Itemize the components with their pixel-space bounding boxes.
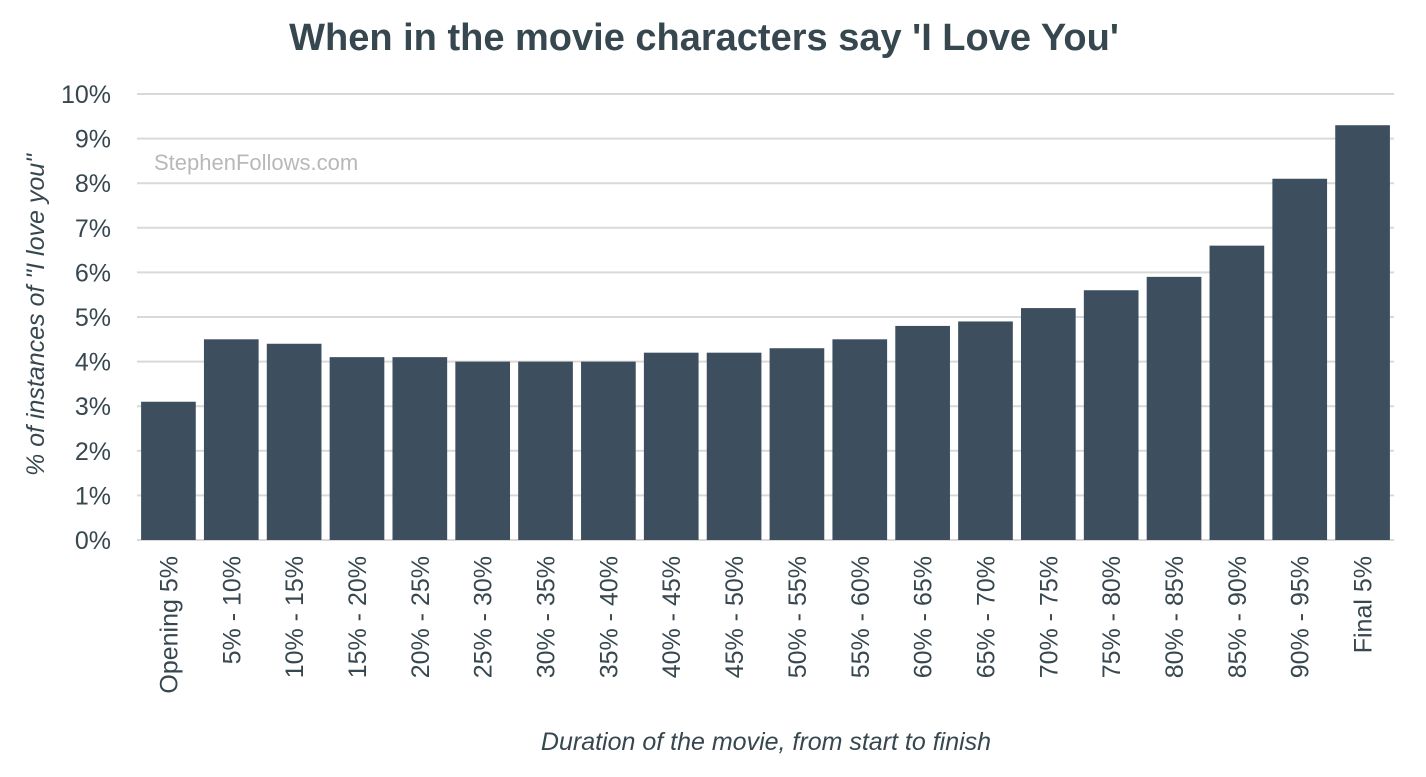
bar xyxy=(329,357,385,540)
x-tick-label: 80% - 85% xyxy=(1161,556,1189,678)
y-tick-label: 5% xyxy=(75,304,111,332)
x-tick-label: 25% - 30% xyxy=(470,556,498,678)
y-axis-ticks: 0% 1% 2% 3% 4% 5% 6% 7% 8% 9% 10% xyxy=(61,81,111,555)
x-tick-label: 30% - 35% xyxy=(533,556,561,678)
x-axis-ticks: Opening 5% 5% - 10% 10% - 15% 15% - 20% 20% … xyxy=(155,556,1377,694)
bar xyxy=(141,401,196,540)
y-axis-title: % of instances of "I love you" xyxy=(22,153,50,476)
bar xyxy=(455,361,511,540)
bar xyxy=(392,357,448,540)
y-tick-label: 2% xyxy=(75,438,111,466)
y-tick-label: 3% xyxy=(75,393,111,421)
x-tick-label: 85% - 90% xyxy=(1224,556,1252,678)
x-tick-label: 65% - 70% xyxy=(972,556,1000,678)
bar xyxy=(958,321,1013,540)
x-tick-label: 10% - 15% xyxy=(281,556,309,678)
x-tick-label: 55% - 60% xyxy=(847,556,875,678)
y-tick-label: 0% xyxy=(75,527,111,555)
x-tick-label: 60% - 65% xyxy=(910,556,938,678)
bar xyxy=(1020,308,1076,540)
y-tick-label: 6% xyxy=(75,259,111,287)
bar xyxy=(1083,290,1139,540)
x-tick-label: 45% - 50% xyxy=(721,556,749,678)
bar xyxy=(895,325,950,540)
x-tick-label: 70% - 75% xyxy=(1035,556,1063,678)
x-tick-label: 35% - 40% xyxy=(595,556,623,678)
y-tick-label: 4% xyxy=(75,349,111,377)
bar xyxy=(769,348,825,540)
y-tick-label: 8% xyxy=(75,170,111,198)
bar xyxy=(266,343,322,540)
x-tick-label: 50% - 55% xyxy=(784,556,812,678)
watermark-text: StephenFollows.com xyxy=(154,150,358,175)
bar xyxy=(581,361,636,540)
x-tick-label: 15% - 20% xyxy=(344,556,372,678)
x-tick-label: 20% - 25% xyxy=(407,556,435,678)
x-axis-title: Duration of the movie, from start to fin… xyxy=(541,728,991,756)
x-tick-label: 75% - 80% xyxy=(1098,556,1126,678)
bar xyxy=(203,339,259,540)
x-tick-label: Opening 5% xyxy=(155,556,183,694)
bar xyxy=(1272,178,1328,541)
x-tick-label: 40% - 45% xyxy=(658,556,686,678)
chart-title: When in the movie characters say 'I Love… xyxy=(289,17,1119,59)
bar xyxy=(518,361,573,540)
x-tick-label: 5% - 10% xyxy=(218,556,246,664)
bar xyxy=(706,352,762,540)
y-tick-label: 7% xyxy=(75,215,111,243)
bar xyxy=(1335,125,1390,540)
y-tick-label: 1% xyxy=(75,482,111,510)
x-tick-label: 90% - 95% xyxy=(1287,556,1315,678)
bar xyxy=(1209,245,1265,540)
x-tick-label: Final 5% xyxy=(1350,556,1378,653)
bars xyxy=(141,125,1390,541)
bar xyxy=(1146,276,1202,540)
y-tick-label: 10% xyxy=(61,81,111,109)
y-tick-label: 9% xyxy=(75,126,111,154)
bar xyxy=(643,352,699,540)
bar xyxy=(832,339,888,540)
